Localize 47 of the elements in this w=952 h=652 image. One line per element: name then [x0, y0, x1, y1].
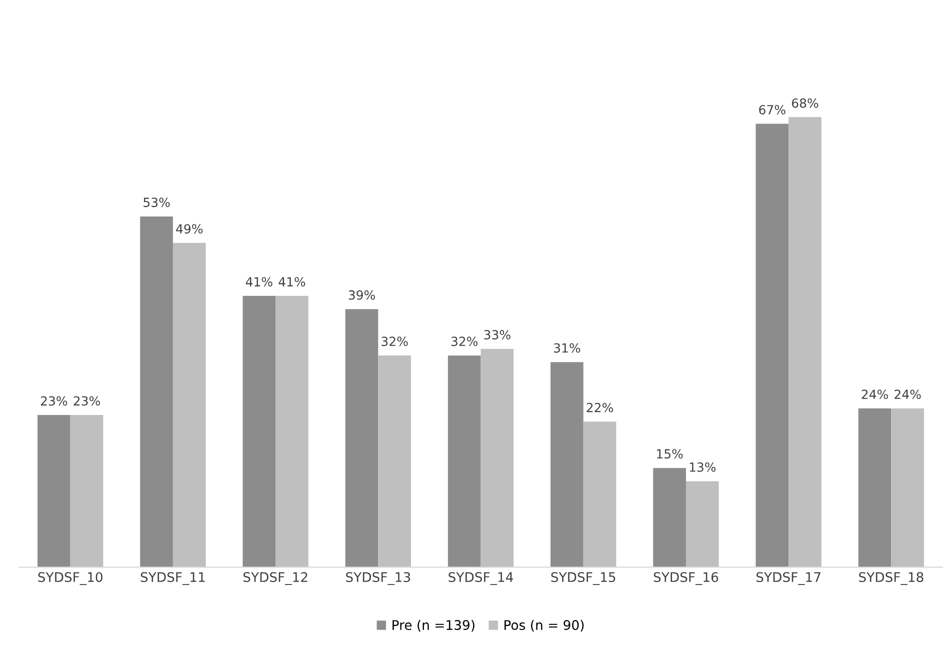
- bar: [448, 355, 481, 568]
- data-label: 39%: [348, 290, 375, 300]
- data-label: 15%: [657, 449, 683, 459]
- bar: [756, 124, 789, 568]
- x-tick-label: SYDSF_11: [140, 572, 205, 586]
- bar: [172, 242, 206, 568]
- data-label: 31%: [554, 343, 580, 353]
- x-tick-label: SYDSF_17: [756, 572, 820, 586]
- data-label: 53%: [144, 198, 170, 208]
- bar: [38, 415, 70, 568]
- bar: [686, 481, 719, 568]
- legend-label: Pos (n = 90): [504, 620, 584, 632]
- bar: [140, 216, 173, 568]
- bar: [858, 408, 892, 568]
- x-tick-label: SYDSF_12: [243, 572, 308, 586]
- data-label: 68%: [792, 98, 818, 108]
- x-tick-label: SYDSF_15: [551, 572, 616, 586]
- bar: [345, 309, 378, 568]
- data-label: 23%: [40, 396, 68, 406]
- data-label: 32%: [451, 336, 478, 346]
- bar: [480, 348, 514, 568]
- data-label: 32%: [382, 336, 408, 346]
- legend-label: Pre (n =139): [392, 620, 474, 632]
- data-label: 23%: [74, 396, 100, 406]
- bar: [788, 117, 822, 568]
- data-label: 41%: [246, 277, 272, 287]
- bar: [70, 415, 104, 568]
- bar: [653, 468, 686, 568]
- data-label: 24%: [894, 390, 921, 400]
- data-label: 13%: [690, 462, 716, 472]
- x-tick-label: SYDSF_16: [654, 572, 718, 586]
- bar: [550, 362, 584, 568]
- data-label: 41%: [278, 277, 306, 287]
- bar: [583, 422, 616, 568]
- x-tick-label: SYDSF_13: [346, 572, 410, 586]
- bar: [378, 355, 411, 568]
- data-label: 49%: [176, 224, 203, 234]
- data-label: 67%: [759, 104, 786, 114]
- bar: [276, 296, 308, 568]
- data-label: 24%: [862, 390, 888, 400]
- bar: [242, 296, 276, 568]
- bar: [891, 408, 924, 568]
- x-tick-label: SYDSF_18: [859, 572, 924, 586]
- x-tick-label: SYDSF_14: [448, 572, 513, 586]
- data-label: 22%: [586, 402, 613, 412]
- x-tick-label: SYDSF_10: [38, 572, 102, 586]
- data-label: 33%: [484, 330, 510, 340]
